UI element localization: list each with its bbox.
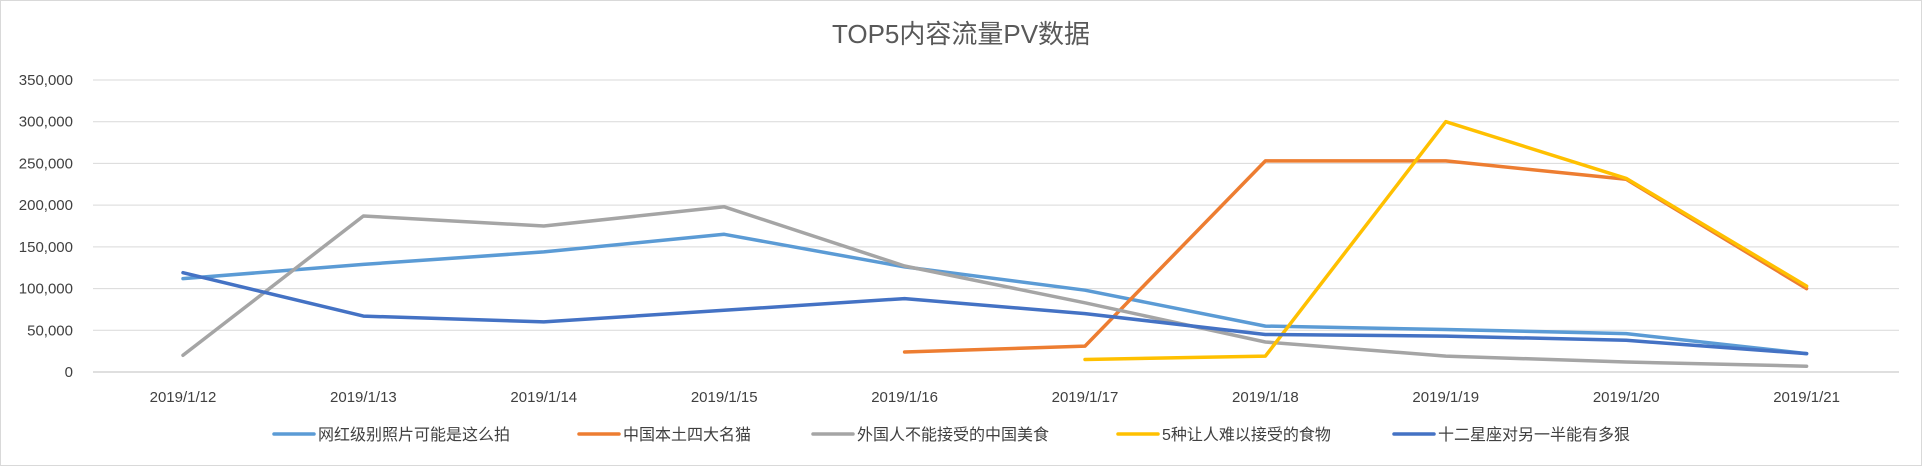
x-axis-tick-labels: 2019/1/12 2019/1/13 2019/1/14 2019/1/15 2019… [150, 389, 1840, 406]
x-tick-label: 2019/1/18 [1232, 389, 1299, 406]
legend-item: 5种让人难以接受的食物 [1116, 426, 1331, 444]
legend-label: 中国本土四大名猫 [623, 426, 751, 444]
x-tick-label: 2019/1/15 [691, 389, 758, 406]
y-tick-label: 350,000 [19, 72, 73, 89]
x-tick-label: 2019/1/14 [510, 389, 577, 406]
y-tick-label: 150,000 [19, 239, 73, 256]
legend-item: 网红级别照片可能是这么拍 [272, 426, 510, 444]
legend-label: 5种让人难以接受的食物 [1162, 426, 1331, 444]
series-lines [181, 119, 1809, 368]
x-tick-label: 2019/1/13 [330, 389, 397, 406]
x-tick-label: 2019/1/20 [1593, 389, 1660, 406]
x-tick-label: 2019/1/16 [871, 389, 938, 406]
legend-label: 十二星座对另一半能有多狠 [1438, 426, 1630, 444]
x-tick-label: 2019/1/19 [1412, 389, 1479, 406]
legend-label: 网红级别照片可能是这么拍 [318, 426, 510, 444]
series-line [1083, 119, 1809, 362]
y-tick-label: 50,000 [27, 322, 73, 339]
series-line [181, 232, 1809, 356]
y-axis-tick-labels: 0 50,000 100,000 150,000 200,000 250,000 300,0… [19, 72, 73, 381]
legend: 网红级别照片可能是这么拍 中国本土四大名猫 外国人不能接受的中国美食 5种让人难以接受… [272, 426, 1630, 444]
x-tick-label: 2019/1/21 [1773, 389, 1840, 406]
y-tick-label: 100,000 [19, 281, 73, 298]
x-tick-label: 2019/1/17 [1052, 389, 1119, 406]
series-line [181, 205, 1809, 368]
legend-label: 外国人不能接受的中国美食 [857, 426, 1049, 444]
y-tick-label: 250,000 [19, 155, 73, 172]
y-tick-label: 0 [65, 364, 73, 381]
legend-item: 外国人不能接受的中国美食 [811, 426, 1049, 444]
legend-item: 中国本土四大名猫 [577, 426, 751, 444]
legend-item: 十二星座对另一半能有多狠 [1392, 426, 1630, 444]
chart-title: TOP5内容流量PV数据 [832, 19, 1090, 49]
gridlines [93, 79, 1899, 373]
series-line [181, 270, 1809, 356]
series-line [902, 159, 1809, 354]
y-tick-label: 200,000 [19, 197, 73, 214]
x-tick-label: 2019/1/12 [150, 389, 217, 406]
y-tick-label: 300,000 [19, 114, 73, 131]
